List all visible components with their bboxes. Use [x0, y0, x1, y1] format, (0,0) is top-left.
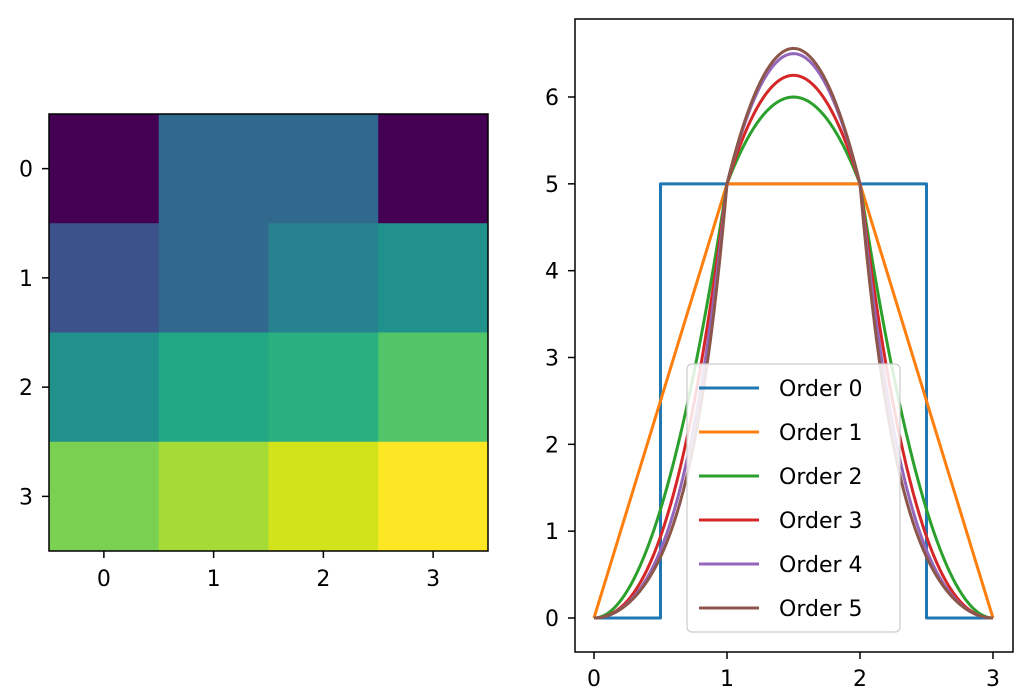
- heatmap-cell: [49, 441, 160, 552]
- series-line: [593, 73, 994, 620]
- legend-label: Order 4: [779, 553, 863, 578]
- heatmap-cell: [268, 332, 379, 443]
- heatmap-cell: [49, 332, 160, 443]
- legend-frame: [686, 363, 901, 633]
- heatmap-cell: [268, 441, 379, 552]
- y-tick-label: 4: [545, 260, 559, 285]
- heatmap-frame: [48, 113, 489, 552]
- series-line: [593, 95, 994, 620]
- x-tick-label: 3: [426, 567, 440, 592]
- series-line: [593, 46, 994, 620]
- heatmap-cell: [378, 441, 489, 552]
- legend: Order 0 Order 1 Order 2 Order 3 Order 4 Order…: [686, 363, 901, 633]
- y-tick-label: 5: [545, 173, 559, 198]
- x-tick-label: 0: [587, 667, 601, 692]
- heatmap-cell: [49, 114, 160, 224]
- y-tick-label: 1: [19, 267, 33, 292]
- y-tick-label: 6: [545, 86, 559, 111]
- x-tick-label: 2: [316, 567, 330, 592]
- heatmap-cell: [378, 114, 489, 224]
- x-tick-label: 0: [97, 567, 111, 592]
- heatmap-cell: [49, 223, 160, 333]
- heatmap-cell: [158, 441, 269, 552]
- heatmap-panel: 0 1 2 3 0 1 2 3: [19, 113, 489, 592]
- legend-label: Order 0: [779, 377, 863, 402]
- x-tick-label: 1: [207, 567, 221, 592]
- y-tick-label: 0: [19, 158, 33, 183]
- series-group: [592, 46, 995, 620]
- heatmap-cell: [158, 114, 269, 224]
- y-tick-label: 3: [545, 347, 559, 372]
- y-tick-label: 0: [545, 607, 559, 632]
- y-tick-label: 3: [19, 485, 33, 510]
- heatmap-cell: [378, 223, 489, 333]
- legend-label: Order 1: [779, 421, 863, 446]
- series-line: [592, 182, 995, 619]
- legend-label: Order 2: [779, 465, 863, 490]
- heatmap-cell: [378, 332, 489, 443]
- heatmap-cell: [158, 223, 269, 333]
- heatmap-cell: [268, 114, 379, 224]
- legend-label: Order 3: [779, 509, 863, 534]
- y-tick-label: 1: [545, 520, 559, 545]
- heatmap-cell: [268, 223, 379, 333]
- y-tick-label: 2: [19, 376, 33, 401]
- x-tick-label: 1: [720, 667, 734, 692]
- legend-label: Order 5: [779, 597, 863, 622]
- series-line: [593, 52, 994, 620]
- y-tick-label: 2: [545, 433, 559, 458]
- x-tick-label: 2: [853, 667, 867, 692]
- plot-frame: [574, 18, 1014, 653]
- x-tick-label: 3: [986, 667, 1000, 692]
- heatmap-cell: [158, 332, 269, 443]
